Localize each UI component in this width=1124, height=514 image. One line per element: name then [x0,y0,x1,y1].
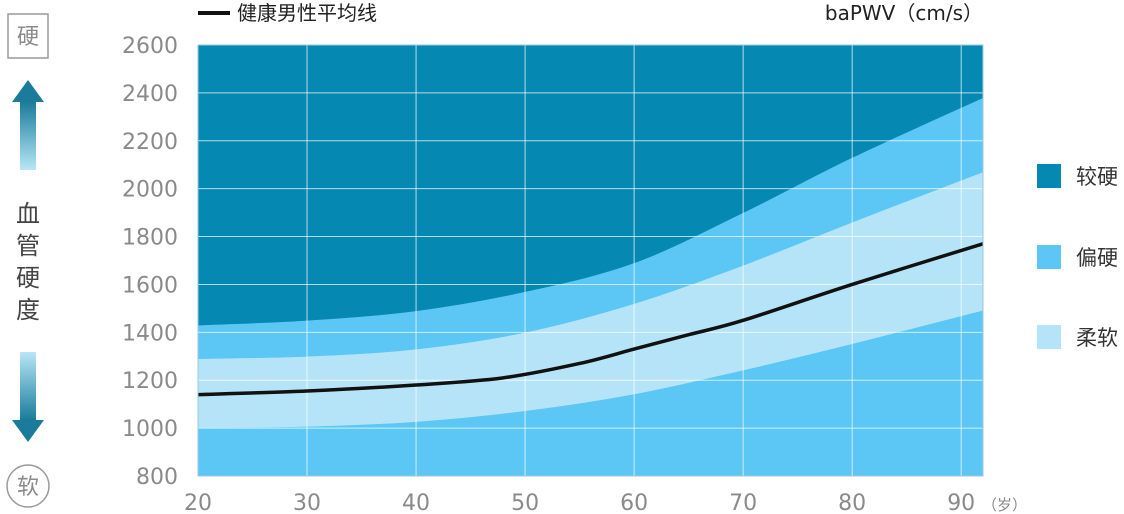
y-tick-label: 2600 [122,34,178,59]
y-tick-label: 1200 [122,369,178,394]
legend-label: 较硬 [1076,165,1118,189]
x-axis: 20 30 40 50 60 70 80 90 [184,491,975,514]
y-tick-label: 1400 [122,321,178,346]
legend-swatch [1037,325,1061,349]
legend-swatch [1037,245,1061,269]
series-line-0 [198,241,983,397]
y-tick-label: 1000 [122,417,178,442]
side-title-char-4: 度 [16,296,40,324]
hard-badge [7,13,49,59]
x-tick-label: 60 [620,491,648,514]
hardness-scale: 硬 血 管 硬 度 软 [6,13,50,508]
plot-lines [198,241,983,397]
y-axis: 800 1000 1200 1400 1600 1800 2000 2200 2400 2600 [122,34,178,490]
legend-label: 偏硬 [1076,246,1118,270]
x-axis-unit: （岁） [982,496,1027,514]
legend-label: 柔软 [1076,326,1118,350]
arrow-down-icon [12,352,44,442]
hard-badge-label: 硬 [17,25,39,50]
arrow-up-icon [12,80,44,170]
y-tick-label: 2000 [122,178,178,203]
side-title-char-3: 硬 [16,264,40,292]
side-title: 血 管 硬 度 [16,200,40,324]
y-axis-unit: baPWV（cm/s） [825,1,983,25]
band-1 [198,310,983,476]
y-tick-label: 2400 [122,82,178,107]
legend-swatch [1037,164,1061,188]
plot-frame [197,44,984,477]
plot-grid [198,45,983,476]
y-tick-label: 800 [136,465,178,490]
soft-badge-label: 软 [17,475,39,500]
mean-line-legend: 健康男性平均线 [198,1,377,25]
x-tick-label: 40 [402,491,430,514]
x-tick-label: 20 [184,491,212,514]
x-tick-label: 90 [947,491,975,514]
x-tick-label: 70 [729,491,757,514]
x-tick-label: 30 [293,491,321,514]
y-tick-label: 1600 [122,273,178,298]
x-tick-label: 50 [511,491,539,514]
side-title-char-1: 血 [16,200,40,228]
soft-badge [6,464,50,508]
x-tick-label: 80 [838,491,866,514]
y-tick-label: 1800 [122,226,178,251]
y-tick-label: 2200 [122,130,178,155]
side-title-char-2: 管 [16,232,40,260]
mean-line-label: 健康男性平均线 [237,1,377,25]
plot-bands [198,45,983,476]
